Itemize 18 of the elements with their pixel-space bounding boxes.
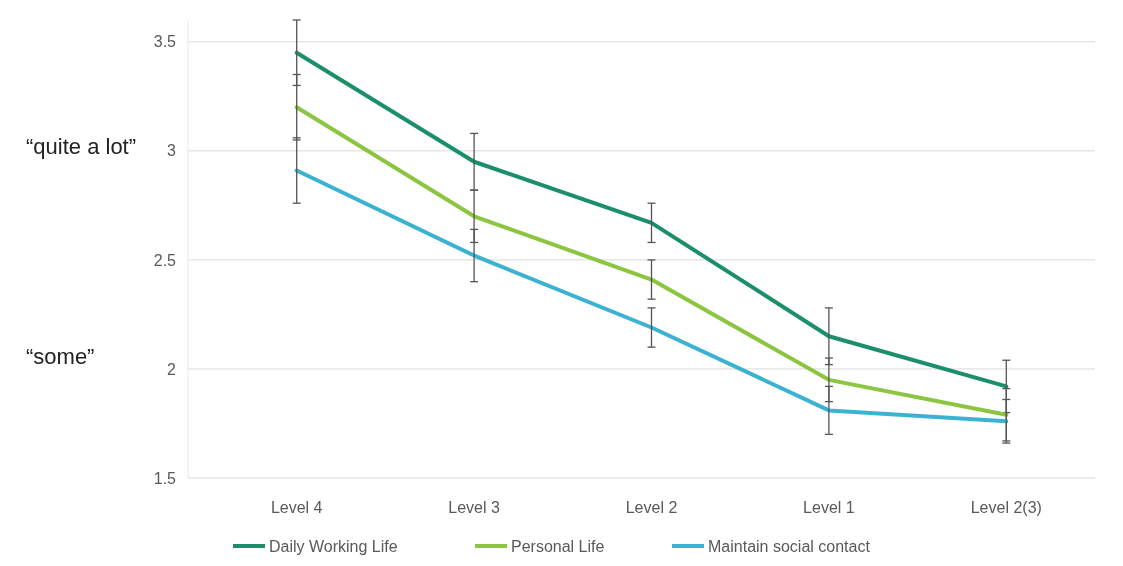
line-series xyxy=(294,168,1009,424)
line-series xyxy=(294,50,1009,389)
x-tick-label: Level 2 xyxy=(625,499,678,516)
legend-label: Daily Working Life xyxy=(269,537,398,555)
line-series xyxy=(294,105,1009,417)
x-tick-label: Level 4 xyxy=(270,499,323,516)
x-tick-label: Level 1 xyxy=(803,499,855,516)
text: “quite a lot” xyxy=(26,133,137,159)
x-tick-label: Level 2(3) xyxy=(970,499,1042,516)
y-tick-label: 3 xyxy=(167,142,177,160)
x-tick-label: Level 3 xyxy=(448,499,500,516)
y-tick-label: 2 xyxy=(167,360,177,378)
y-tick-label: 3.5 xyxy=(153,33,177,51)
legend-label: Personal Life xyxy=(511,537,605,555)
text: “some” xyxy=(26,344,95,370)
y-tick-label: 2.5 xyxy=(153,251,177,269)
y-tick-label: 1.5 xyxy=(153,469,177,487)
legend-label: Maintain social contact xyxy=(708,537,871,555)
